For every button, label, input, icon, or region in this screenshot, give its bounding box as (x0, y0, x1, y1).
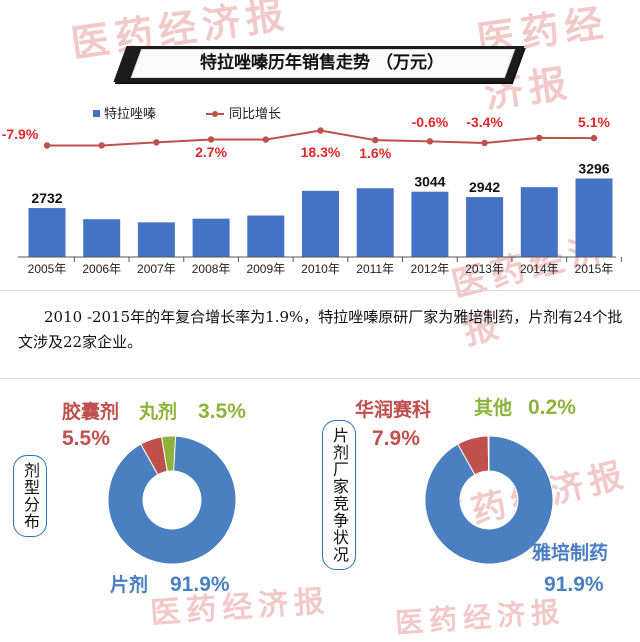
slice-name-huarun: 华润赛科 (355, 398, 431, 421)
growth-point-1 (98, 142, 105, 149)
slice-name-tablet: 片剂 (110, 573, 148, 596)
growth-point-4 (262, 136, 269, 143)
growth-label: -3.4% (466, 114, 503, 130)
divider (0, 290, 640, 291)
chart-canvas: 特拉唑嗪 同比增长 2005年 2006年 2007年 2008年 2009年 2010年 20… (2, 106, 622, 596)
legend-swatch-sales (93, 110, 100, 117)
legend-marker-growth (212, 111, 218, 117)
dosage-donut-slice-0 (107, 435, 237, 565)
x-tick-label: 2010年 (301, 262, 340, 276)
slice-name-other: 其他 (474, 396, 512, 419)
legend-label: 同比增长 (229, 106, 281, 121)
slice-pct-huarun: 7.9% (372, 427, 420, 450)
growth-label: 1.6% (359, 145, 391, 161)
growth-label: 18.3% (301, 144, 341, 160)
x-tick-label: 2009年 (246, 262, 285, 276)
bar-value-label: 3044 (414, 174, 445, 190)
bar-8 (466, 197, 504, 257)
growth-label: -7.9% (2, 126, 39, 142)
bar-1 (83, 219, 121, 257)
divider (0, 378, 640, 379)
growth-point-8 (481, 139, 488, 147)
growth-label: -0.6% (412, 114, 449, 130)
chart-title: 特拉唑嗪历年销售走势 （万元） (200, 53, 444, 73)
bar-2 (137, 222, 175, 257)
summary-paragraph: 2010 -2015年的年复合增长率为1.9%，特拉唑嗪原研厂家为雅培制药，片剂… (18, 308, 623, 351)
slice-pct-capsule: 5.5% (62, 427, 110, 450)
bar-value-label: 2732 (31, 190, 62, 206)
growth-point-10 (590, 134, 598, 142)
bar-value-label: 3296 (578, 160, 609, 176)
growth-point-5 (317, 127, 324, 134)
slice-name-pill: 丸剂 (138, 400, 177, 423)
x-tick-label: 2012年 (411, 262, 450, 276)
slice-pct-abbott: 91.9% (544, 573, 604, 596)
growth-point-6 (372, 136, 379, 144)
x-tick-label: 2008年 (192, 262, 231, 276)
bar-6 (356, 188, 394, 257)
growth-point-3 (207, 136, 215, 143)
x-tick-label: 2005年 (28, 262, 67, 276)
bar-10 (575, 178, 613, 257)
maker-donut-slice-2 (487, 435, 490, 472)
growth-label: 5.1% (578, 114, 610, 130)
x-tick-label: 2006年 (82, 262, 121, 276)
bar-4 (247, 215, 285, 257)
bar-9 (520, 187, 558, 257)
manufacturer-label: 片剂厂家竞争状况 (322, 420, 356, 570)
slice-pct-pill: 3.5% (198, 400, 246, 423)
growth-label: 2.7% (195, 144, 227, 160)
slice-pct-other: 0.2% (528, 396, 576, 419)
growth-point-0 (43, 142, 51, 149)
slice-name-capsule: 胶囊剂 (62, 400, 119, 423)
slice-pct-tablet: 91.9% (170, 573, 230, 596)
slice-name-abbott: 雅培制药 (532, 541, 608, 564)
legend-label: 特拉唑嗪 (104, 106, 156, 121)
bar-5 (302, 190, 339, 257)
bar-value-label: 2942 (469, 179, 500, 195)
x-tick-label: 2007年 (137, 262, 176, 276)
x-tick-label: 2011年 (356, 262, 394, 276)
x-tick-label: 2015年 (575, 262, 614, 276)
dosage-donut-slice-2 (161, 435, 177, 472)
x-tick-label: 2013年 (465, 262, 504, 276)
bar-3 (192, 218, 230, 257)
bar-7 (411, 191, 449, 257)
maker-donut-slice-0 (424, 435, 554, 565)
bar-0 (28, 208, 66, 257)
growth-point-2 (153, 139, 160, 146)
growth-point-9 (536, 134, 543, 142)
growth-point-7 (426, 138, 434, 145)
x-tick-label: 2014年 (520, 262, 559, 276)
dosage-form-label: 剂型分布 (13, 455, 47, 537)
